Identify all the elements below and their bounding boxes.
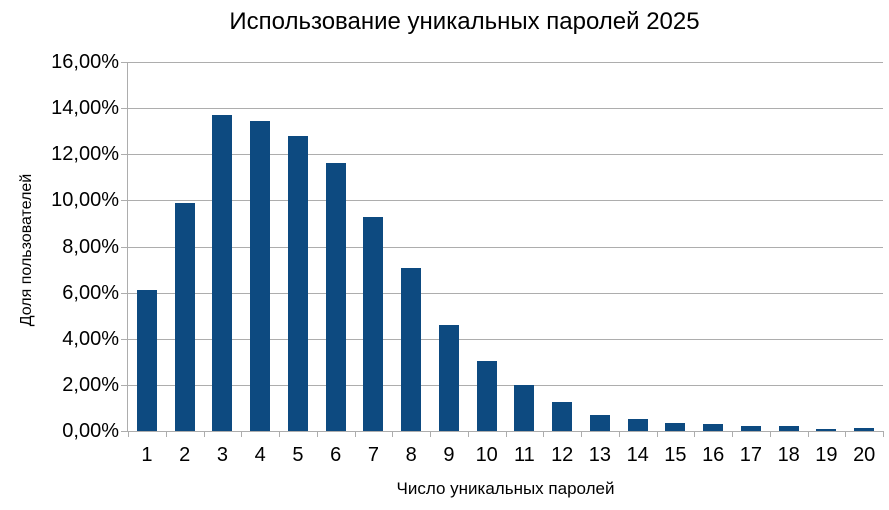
y-axis-tick-label: 16,00% [51,51,119,73]
x-axis-tick-label: 13 [588,444,612,466]
y-axis-tick [121,431,128,432]
bar-3 [212,115,233,431]
x-axis-tick [845,431,846,437]
bar-20 [854,428,875,431]
bar-19 [816,429,837,431]
bar-14 [627,419,648,431]
gridline [128,62,883,63]
plot-area [121,62,884,437]
bar-15 [665,423,686,431]
x-axis-tick [770,431,771,437]
x-axis-tick [166,431,167,437]
x-axis-tick-label: 9 [443,444,455,466]
x-axis-tick-label: 10 [475,444,498,466]
x-axis-tick [657,431,658,437]
bar-18 [778,426,799,431]
x-axis-tick [543,431,544,437]
x-axis-tick [506,431,507,437]
x-axis-tick [581,431,582,437]
y-axis-tick [121,200,128,201]
bar-1 [136,290,157,431]
x-axis-tick [204,431,205,437]
y-axis-tick-label: 6,00% [62,282,119,304]
y-axis-line [127,62,128,432]
x-axis-tick-label: 12 [551,444,574,466]
x-axis-tick-label: 14 [626,444,649,466]
x-axis-tick [732,431,733,437]
x-axis-tick [392,431,393,437]
bar-8 [401,268,422,431]
bar-17 [740,426,761,431]
y-axis-tick-label: 14,00% [51,97,119,119]
x-axis-tick [808,431,809,437]
x-axis-tick [430,431,431,437]
x-axis-tick [355,431,356,437]
x-axis-tick-label: 8 [405,444,417,466]
y-axis-tick [121,247,128,248]
x-axis-tick [279,431,280,437]
gridline [128,200,883,201]
bar-7 [363,217,384,431]
chart-title: Использование уникальных паролей 2025 [229,8,700,35]
gridline [128,293,883,294]
bar-5 [287,136,308,431]
x-axis-tick-label: 3 [216,444,228,466]
x-axis-tick-label: 4 [254,444,266,466]
bar-9 [438,325,459,431]
x-axis-tick-label: 19 [815,444,838,466]
x-axis-tick-label: 7 [367,444,379,466]
bar-4 [250,121,271,431]
bar-6 [325,163,346,431]
x-axis-tick-label: 5 [292,444,304,466]
x-axis-tick-label: 2 [179,444,191,466]
y-axis-tick-label: 0,00% [62,420,119,442]
x-axis-tick [619,431,620,437]
bar-13 [589,415,610,431]
x-axis-tick-label: 17 [739,444,763,466]
gridline [128,431,883,432]
y-axis-tick [121,339,128,340]
gridline [128,247,883,248]
y-axis-tick [121,62,128,63]
bar-2 [174,203,195,431]
gridline [128,385,883,386]
x-axis-tick [883,431,884,437]
x-axis-tick [468,431,469,437]
bar-12 [552,402,573,431]
gridline [128,154,883,155]
x-axis-tick [694,431,695,437]
x-axis-tick-label: 20 [853,444,876,466]
x-axis-tick [128,431,129,437]
x-axis-tick-label: 15 [664,444,687,466]
x-axis-tick [317,431,318,437]
bar-11 [514,385,535,431]
x-axis-tick [241,431,242,437]
y-axis-tick-label: 10,00% [51,189,119,211]
y-axis-tick [121,293,128,294]
y-axis-tick [121,385,128,386]
gridline [128,108,883,109]
gridline [128,339,883,340]
y-axis-tick [121,108,128,109]
y-axis-tick-label: 4,00% [62,328,119,350]
x-axis-tick-label: 6 [330,444,342,466]
x-axis-title: Число уникальных паролей [396,479,615,498]
x-axis-tick-label: 18 [777,444,800,466]
x-axis-tick-label: 11 [514,444,535,466]
bar-10 [476,361,497,431]
bar-16 [703,424,724,431]
y-axis-tick [121,154,128,155]
y-axis-tick-label: 8,00% [62,236,119,258]
y-axis-tick-label: 12,00% [51,143,119,165]
y-axis-tick-label: 2,00% [62,374,119,396]
x-axis-tick-label: 1 [141,444,153,466]
x-axis-tick-label: 16 [702,444,725,466]
